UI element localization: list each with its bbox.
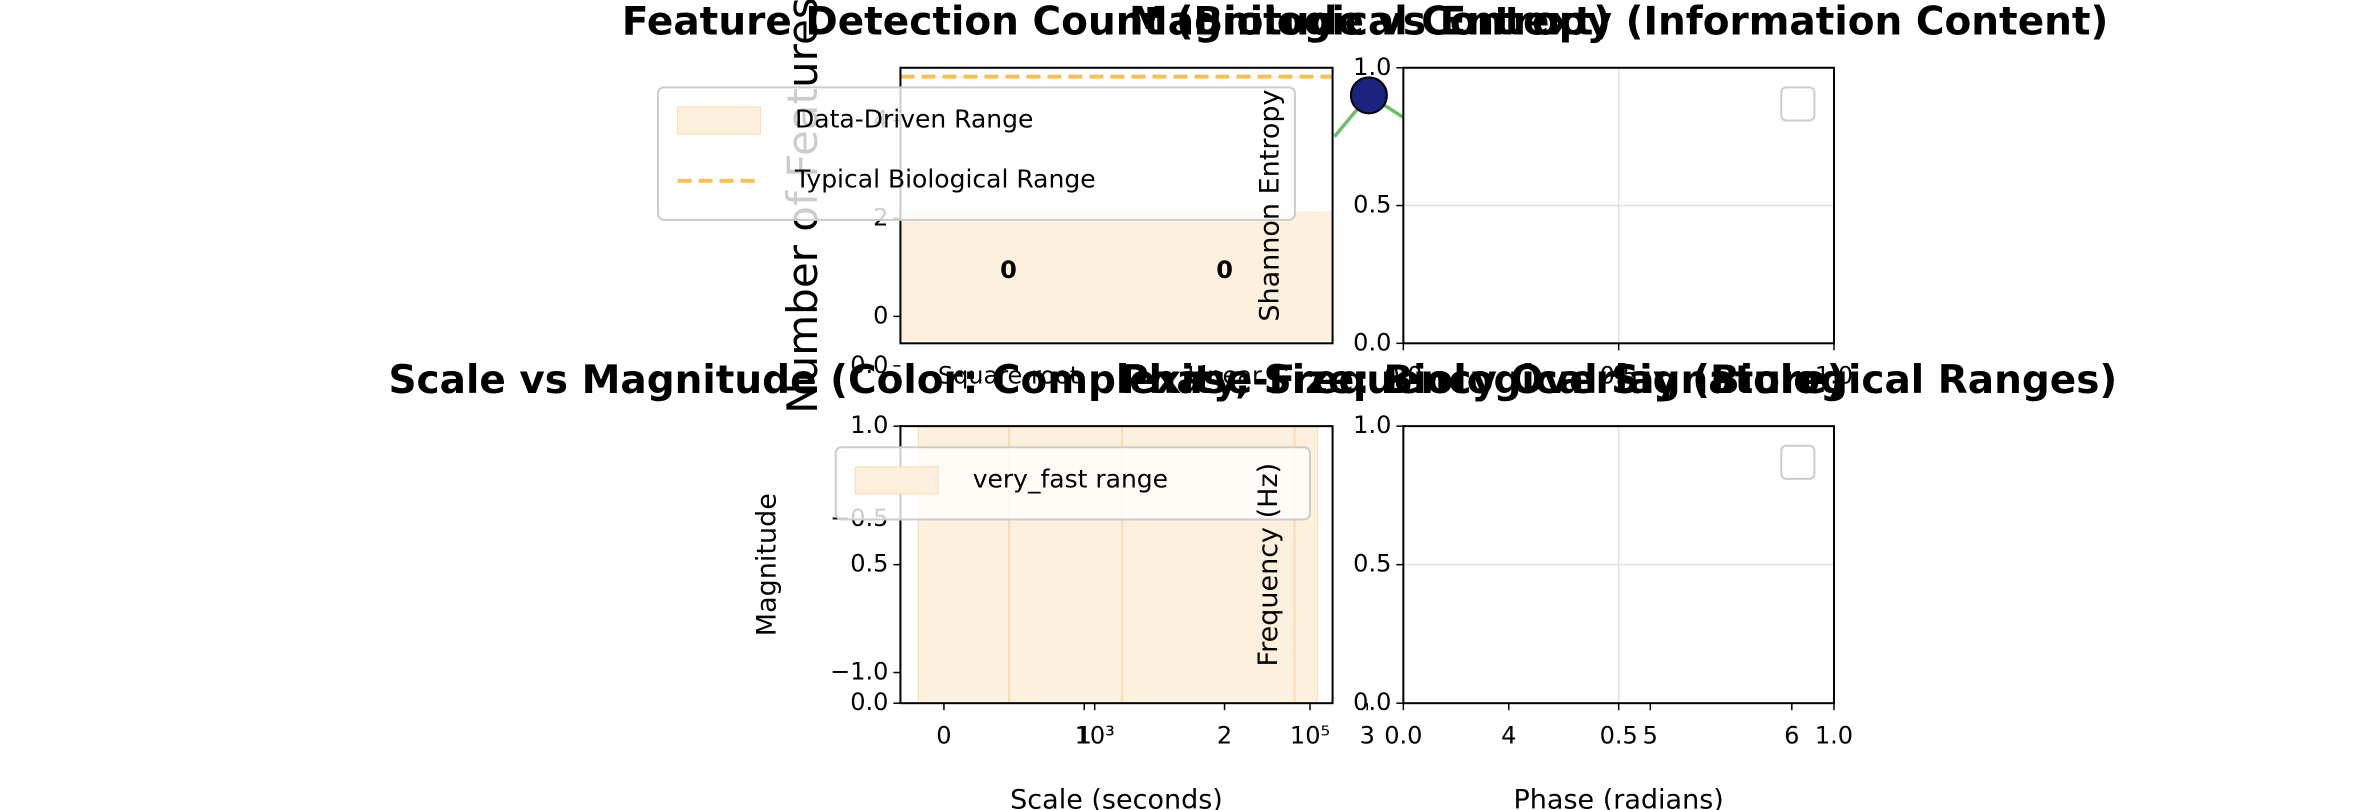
x-tick-label: 4 [1501,721,1516,749]
legend-box [1780,86,1816,122]
x-tick-label: 0 [936,721,951,749]
x-tick-label: 10³ [1075,721,1115,749]
x-tick-label: 6 [1784,721,1799,749]
y-tick-label: 0.0 [850,351,888,379]
x-tick-label: Square-root [938,361,1079,389]
subplot: 0.0 0.5 1.0 0.0 0.5 1.0 Shannon Entropy [1254,53,1853,390]
legend-swatch [677,106,761,135]
y-tick-label: 0.0 [1353,688,1391,716]
y-tick-label: 0.5 [1353,550,1391,578]
y-tick-label: 0.5 [1353,191,1391,219]
x-axis-label: Phase (radians) [1514,785,1724,810]
axes-frame [899,425,1334,705]
y-tick-label: 0.5 [850,550,888,578]
x-tick-label: 5 [1643,721,1658,749]
axes-frame [1402,66,1835,345]
axes-frame [1402,425,1835,705]
legend-swatch [854,466,939,495]
x-tick-label: 1 [1077,721,1092,749]
x-tick-label: 0.0 [1384,361,1422,389]
x-tick-label: 1.0 [1815,361,1853,389]
legend: very_fast range [834,446,1311,521]
x-tick-label: 0.0 [1384,721,1422,749]
y-tick-label: 0.0 [850,688,888,716]
value-label: 0 [1216,256,1233,284]
x-tick-label: 0.5 [1600,721,1638,749]
x-tick-label: 0.5 [1600,361,1638,389]
x-tick-label: 10⁵ [1290,721,1330,749]
x-tick-label: 1.0 [1815,721,1853,749]
y-axis-label: Shannon Entropy [1254,89,1285,321]
x-tick-label: 2 [1217,721,1232,749]
y-axis-label: Frequency (Hz) [1253,463,1284,667]
x-tick-label: Linear [1187,361,1262,389]
legend-box [1780,444,1816,480]
x-tick-label: 3 [1360,721,1375,749]
subplot-title: Magnitude vs Entropy (Information Conten… [1129,0,2108,45]
legend-label: Data-Driven Range [795,104,1033,133]
y-tick-label: −1.0 [830,658,888,686]
y-axis-label: Magnitude [751,493,782,636]
subplot-title: Scale vs Magnitude (Color: Complexity, S… [388,358,1844,403]
range-band [900,211,1333,341]
y-tick-label: 0 [873,301,888,329]
value-label: 0 [1000,256,1017,284]
subplot-title: Feature Detection Count (Biological Cont… [622,0,1611,45]
legend-label: Typical Biological Range [794,165,1096,194]
legend-label: very_fast range [973,464,1168,493]
legend-box [657,86,1296,221]
point [1349,76,1388,115]
y-tick-label: 0.0 [1353,328,1391,356]
x-axis-label: Scale (seconds) [1010,785,1223,810]
subplot-title: Phase-Frequency Overlay (Biological Rang… [1120,358,2117,403]
y-tick-label: 1.0 [1353,411,1391,439]
y-tick-label: 1.0 [850,411,888,439]
subplot: 0.00.51.010³10⁵012−1.0−0.50.0MagnitudeSc… [751,351,1334,810]
legend: Data-Driven Range Typical Biological Rang… [657,86,1296,221]
subplot: 0.0 0.5 1.0 0.0 0.5 1.0 3 4 5 6 Frequency (Hz) Phas… [1253,411,1853,810]
y-tick-label: 1.0 [1353,53,1391,81]
legend-box [834,446,1311,521]
